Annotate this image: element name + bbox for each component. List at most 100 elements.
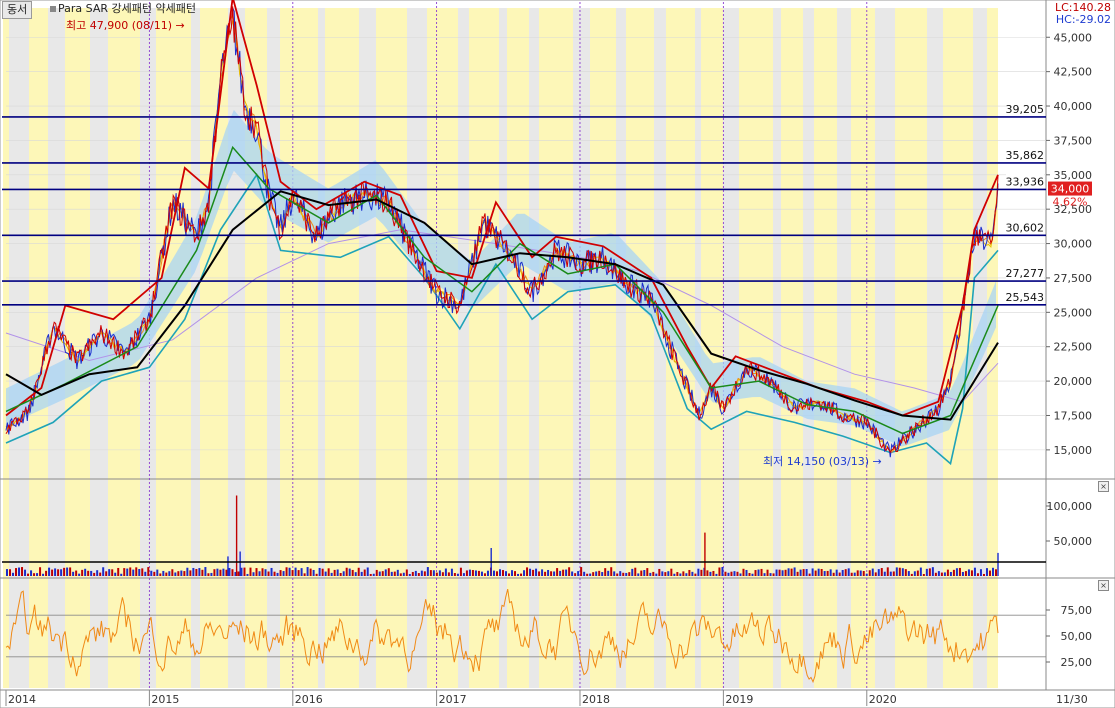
volume-bar	[550, 571, 553, 576]
volume-bar	[288, 567, 291, 576]
volume-bar	[523, 570, 526, 576]
volume-bar	[994, 569, 997, 576]
time-axis-label: 11/30	[1056, 693, 1088, 706]
background-band	[875, 8, 895, 688]
volume-bar	[108, 569, 111, 576]
oscillator-panel-close-icon[interactable]: ×	[1098, 580, 1109, 591]
background-band	[172, 8, 191, 688]
volume-bar	[925, 568, 928, 576]
volume-bar	[159, 573, 162, 576]
price-tick-label: 40,000	[1054, 100, 1093, 113]
volume-bar	[601, 572, 604, 576]
volume-bar	[973, 567, 976, 576]
volume-bar	[781, 570, 784, 576]
volume-bar	[396, 569, 399, 576]
background-band	[814, 8, 826, 688]
volume-bar	[456, 573, 459, 576]
volume-bar	[712, 570, 715, 576]
background-band	[987, 8, 998, 688]
volume-bar	[330, 572, 333, 576]
price-tick-label: 15,000	[1054, 444, 1093, 457]
volume-bar	[213, 569, 216, 576]
volume-bar	[327, 568, 330, 576]
volume-bar	[33, 573, 36, 576]
volume-bar	[84, 568, 87, 576]
volume-bar	[616, 573, 619, 576]
hc-value: HC:-29.02	[1055, 13, 1111, 26]
volume-bar	[441, 572, 444, 576]
volume-bar	[132, 569, 135, 576]
volume-panel-close-icon[interactable]: ×	[1098, 481, 1109, 492]
volume-bar	[763, 573, 766, 576]
volume-bar	[174, 572, 177, 576]
volume-bar	[225, 569, 228, 576]
volume-bar	[709, 571, 712, 576]
volume-bar	[535, 568, 538, 576]
volume-bar	[93, 572, 96, 576]
volume-bar	[988, 570, 991, 576]
background-band	[640, 8, 654, 688]
volume-bar	[75, 570, 78, 576]
volume-bar	[402, 572, 405, 576]
volume-bar	[144, 571, 147, 576]
volume-bar	[748, 572, 751, 576]
background-band	[773, 8, 781, 688]
volume-bar	[399, 573, 402, 576]
volume-bar	[192, 567, 195, 576]
volume-bar	[721, 567, 724, 576]
volume-bar	[529, 568, 532, 576]
volume-bar	[51, 569, 54, 576]
volume-bar	[631, 568, 634, 576]
background-band	[447, 8, 458, 688]
price-tick-label: 45,000	[1054, 31, 1093, 44]
volume-bar	[240, 567, 243, 576]
price-tick-label: 30,000	[1054, 238, 1093, 251]
volume-bar	[862, 571, 865, 576]
volume-bar	[24, 569, 27, 576]
price-tick-label: 27,500	[1054, 272, 1093, 285]
price-tick-label: 22,500	[1054, 341, 1093, 354]
volume-bar	[228, 567, 231, 576]
envelope-high-line	[5, 0, 999, 417]
oscillator-line	[5, 588, 999, 684]
volume-bar	[498, 569, 501, 576]
volume-bar	[649, 572, 652, 576]
volume-bar	[279, 570, 282, 576]
volume-bar	[6, 569, 8, 576]
volume-bar	[9, 569, 12, 576]
volume-bar	[826, 570, 829, 576]
volume-bar	[511, 570, 514, 576]
volume-bar	[480, 571, 483, 576]
reference-level-label: 39,205	[1006, 103, 1045, 116]
volume-bar	[787, 568, 790, 576]
background-band	[507, 8, 517, 688]
volume-bar	[492, 570, 495, 576]
oscillator-tick-label: 25,00	[1061, 656, 1093, 669]
volume-bar	[318, 567, 321, 576]
volume-bar	[508, 573, 511, 576]
volume-bar	[273, 571, 276, 576]
indicator-legend[interactable]: Para SAR 강세패턴 약세패턴	[50, 1, 196, 17]
volume-bar	[60, 569, 63, 576]
volume-bar	[195, 568, 198, 576]
stock-tab[interactable]: 동서	[2, 1, 33, 19]
volume-bar	[162, 570, 165, 576]
volume-bar	[474, 570, 477, 576]
volume-bar	[201, 569, 204, 576]
volume-bar	[27, 573, 30, 576]
price-tick-label: 25,000	[1054, 306, 1093, 319]
volume-bar	[423, 571, 426, 576]
volume-bar	[486, 570, 489, 576]
volume-bar	[895, 567, 898, 576]
background-band	[712, 8, 723, 688]
volume-bar	[285, 567, 288, 576]
volume-bar	[877, 569, 880, 576]
reference-levels: 39,205 35,862 33,936 30,602 27,277 25,543	[2, 101, 1046, 306]
volume-bar	[946, 569, 949, 576]
volume-bar	[715, 573, 718, 576]
volume-bar	[967, 569, 970, 576]
volume-bar	[934, 572, 937, 576]
high-annotation-text: 최고 47,900 (08/11)	[66, 19, 173, 32]
volume-bar	[354, 572, 357, 576]
volume-bar	[772, 573, 775, 576]
